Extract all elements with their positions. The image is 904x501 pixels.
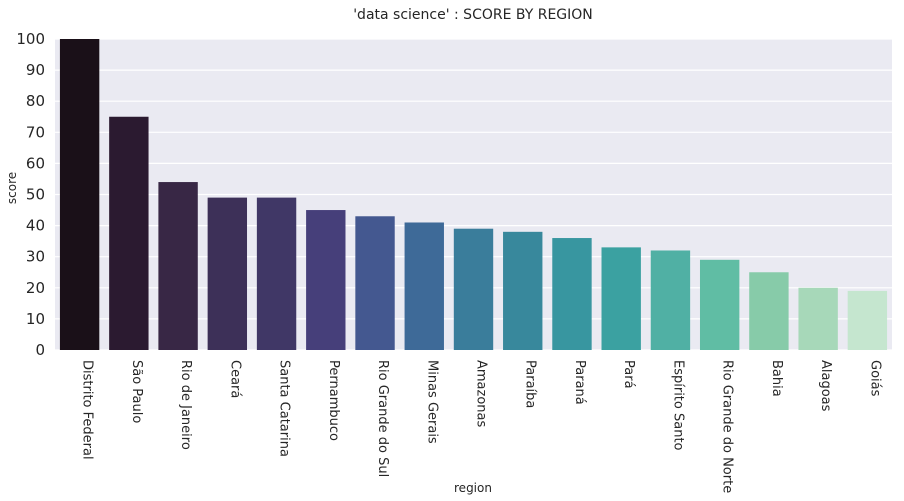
y-tick-label: 50 — [26, 186, 45, 204]
x-tick-label: Minas Gerais — [424, 360, 439, 444]
bar — [552, 238, 592, 350]
x-tick-label: Rio de Janeiro — [178, 360, 193, 450]
bar — [404, 222, 444, 350]
y-tick-label: 70 — [26, 123, 45, 141]
bar — [306, 210, 346, 350]
x-tick-label: Espírito Santo — [670, 360, 685, 451]
bar — [503, 231, 543, 350]
bar — [749, 272, 789, 350]
x-axis-label: region — [454, 481, 492, 495]
bar — [355, 216, 395, 350]
bar — [601, 247, 641, 350]
bar — [207, 197, 248, 350]
x-tick-label: Bahia — [769, 360, 784, 397]
x-tick-label: Santa Catarina — [277, 360, 292, 457]
x-tick-label: Ceará — [227, 360, 242, 398]
x-tick-label: Pará — [621, 360, 636, 389]
y-tick-label: 90 — [26, 61, 45, 79]
x-tick-label: Rio Grande do Sul — [375, 360, 390, 477]
x-tick-label: Amazonas — [474, 360, 489, 428]
bar — [109, 116, 149, 350]
x-tick-label: Paraná — [572, 360, 587, 405]
bar — [158, 182, 198, 350]
y-tick-label: 60 — [26, 154, 45, 172]
bars — [59, 39, 888, 350]
y-tick-label: 40 — [26, 217, 45, 235]
bar — [798, 287, 838, 350]
bar — [847, 290, 888, 350]
y-tick-label: 100 — [16, 30, 45, 48]
x-tick-label: Paraíba — [523, 360, 538, 408]
x-tick-label: Distrito Federal — [80, 360, 95, 460]
y-tick-labels: 0 10 20 30 40 50 60 70 80 90 100 — [16, 30, 45, 359]
x-tick-label: Rio Grande do Norte — [720, 360, 735, 493]
x-tick-label: Pernambuco — [326, 360, 341, 441]
bar — [650, 250, 691, 350]
bar — [256, 197, 297, 350]
y-tick-label: 80 — [26, 92, 45, 110]
y-tick-label: 30 — [26, 248, 45, 266]
chart-title: 'data science' : SCORE BY REGION — [353, 7, 593, 23]
x-tick-label: Goiás — [867, 360, 882, 397]
bar — [699, 259, 740, 350]
bar — [453, 228, 494, 350]
x-tick-label: Alagoas — [818, 360, 833, 412]
y-tick-label: 10 — [26, 310, 45, 328]
bar — [59, 39, 100, 350]
y-tick-label: 20 — [26, 279, 45, 297]
x-tick-labels: Distrito Federal São Paulo Rio de Janeiro C… — [80, 360, 883, 493]
x-tick-label: São Paulo — [129, 360, 144, 423]
y-tick-label: 0 — [35, 341, 45, 359]
y-axis-label: score — [5, 172, 19, 204]
